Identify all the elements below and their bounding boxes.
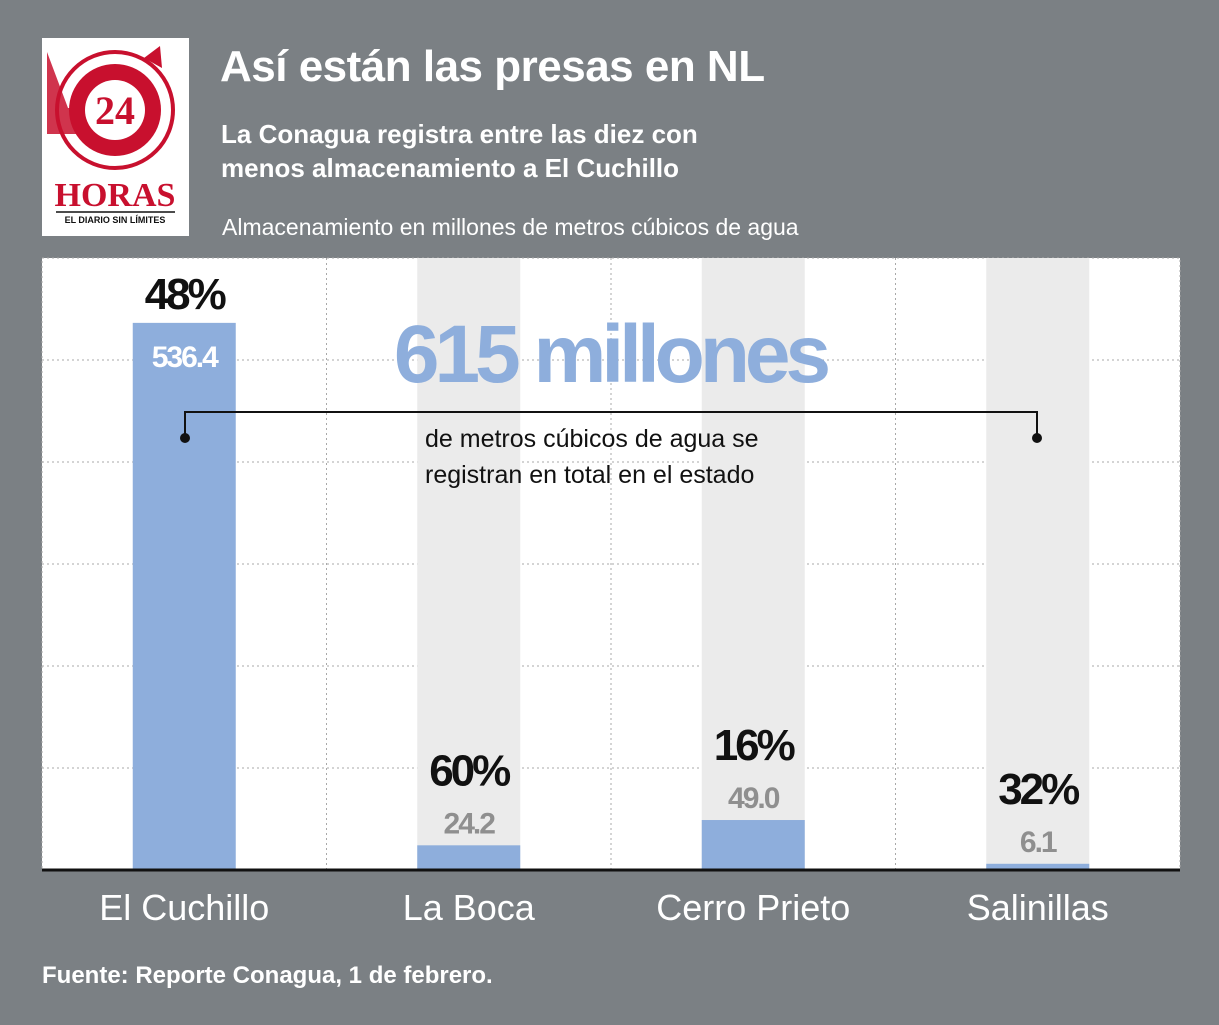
source-note: Fuente: Reporte Conagua, 1 de febrero. [42, 962, 493, 989]
bar [986, 863, 1090, 870]
callout-dot-left [180, 433, 190, 443]
bar [701, 820, 805, 870]
bar-chart: 536.4 48% 24.2 60% 49.0 16% 6.1 32% 615 millone… [41, 257, 1181, 928]
logo-number: 24 [95, 88, 135, 133]
value-label: 536.4 [152, 341, 219, 374]
bar-track [986, 258, 1090, 870]
value-label: 24.2 [444, 807, 496, 840]
page-subtitle: La Conagua registra entre las diez con m… [221, 119, 698, 183]
24-horas-logo-icon: 24 HORAS EL DIARIO SIN LÍMITES [47, 46, 175, 225]
percentage-label: 32% [998, 765, 1079, 814]
logo-name: HORAS [55, 177, 176, 214]
grid [41, 257, 1181, 871]
value-label: 49.0 [728, 782, 780, 815]
callout-bracket [184, 411, 1038, 438]
callout-text-line2: registran en total en el estado [425, 461, 754, 489]
x-axis-label: Cerro Prieto [656, 887, 850, 928]
callout-dot-right [1032, 433, 1042, 443]
x-axis-label: El Cuchillo [99, 887, 269, 928]
bars: 536.4 48% 24.2 60% 49.0 16% 6.1 32% [132, 258, 1090, 870]
x-axis-label: Salinillas [967, 887, 1109, 928]
bar-track [701, 258, 805, 870]
bar-track [417, 258, 521, 870]
percentage-label: 16% [714, 721, 795, 770]
value-label: 6.1 [1020, 826, 1057, 859]
logo: 24 HORAS EL DIARIO SIN LÍMITES [42, 38, 189, 236]
logo-tagline: EL DIARIO SIN LÍMITES [65, 215, 166, 225]
callout-text-line1: de metros cúbicos de agua se [425, 425, 759, 453]
percentage-label: 60% [429, 746, 510, 795]
page-title: Así están las presas en NL [220, 42, 765, 91]
bar [417, 845, 521, 870]
bar [132, 322, 236, 870]
x-axis-labels: El Cuchillo La Boca Cerro Prieto Salinillas [99, 887, 1109, 928]
x-axis-label: La Boca [403, 887, 536, 928]
units-label: Almacenamiento en millones de metros cúb… [222, 214, 799, 240]
callout: 615 millones de metros cúbicos de agua s… [180, 309, 1042, 489]
callout-headline: 615 millones [394, 309, 829, 400]
percentage-label: 48% [145, 270, 226, 319]
